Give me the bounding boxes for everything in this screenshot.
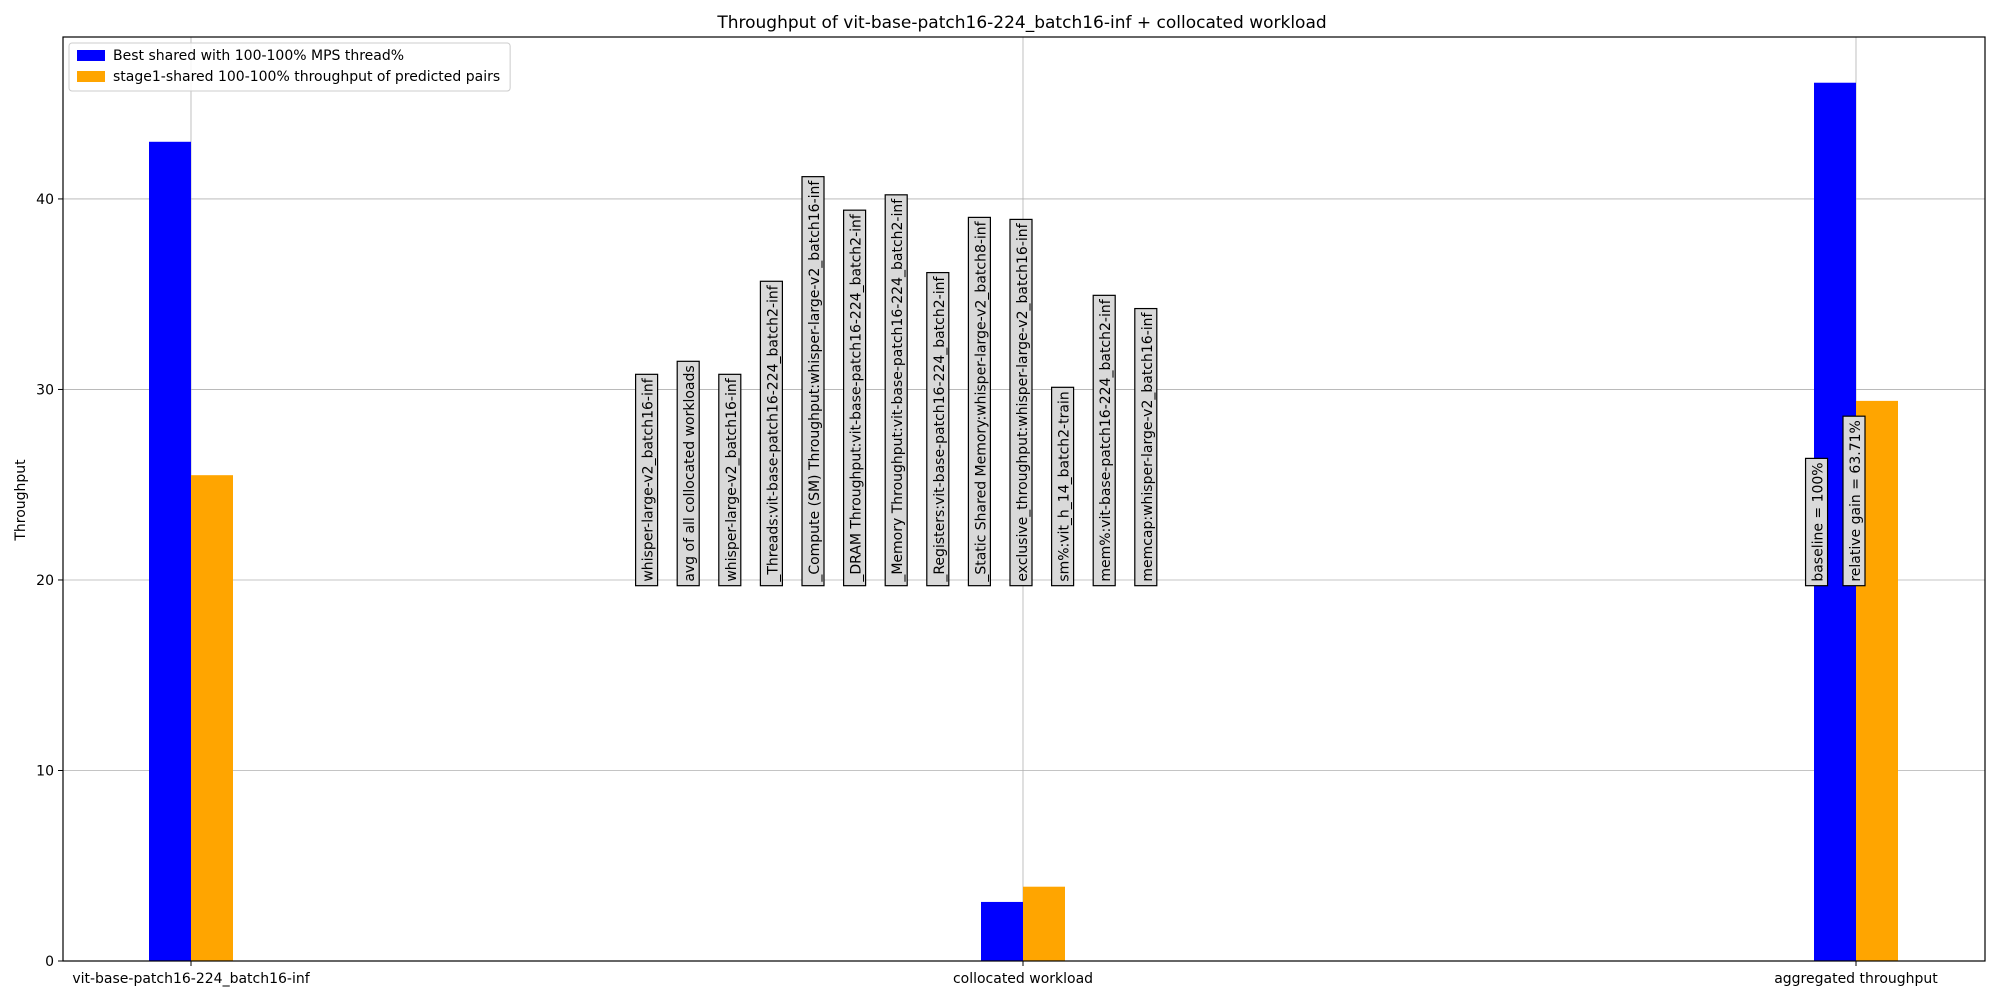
x-tick-label: aggregated throughput xyxy=(1774,971,1938,987)
annotation-label: mem%:vit-base-patch16-224_batch2-inf xyxy=(1092,294,1116,587)
annotation-box xyxy=(1842,415,1866,587)
annotation-label: _Registers:vit-base-patch16-224_batch2-i… xyxy=(926,271,950,587)
annotation-label: _DRAM Throughput:vit-base-patch16-224_ba… xyxy=(842,209,867,587)
annotation-label: avg of all collocated workloads xyxy=(676,360,700,587)
legend-swatch xyxy=(77,50,105,61)
legend: Best shared with 100-100% MPS thread% sta… xyxy=(68,42,511,92)
axes-layer: 0 10 20 30 40 vit-base-patch16-224_batch16-in… xyxy=(36,36,1986,987)
annotation-box xyxy=(676,360,700,587)
y-tick-label: 20 xyxy=(36,573,54,589)
annotation-label: memcap:whisper-large-v2_batch16-inf xyxy=(1134,307,1158,587)
chart-title: Throughput of vit-base-patch16-224_batch… xyxy=(716,13,1326,33)
bar-series-0-cat-1 xyxy=(981,901,1023,961)
annotation-box xyxy=(1134,307,1158,587)
annotation-box xyxy=(884,194,908,587)
annotation-label: _Threads:vit-base-patch16-224_batch2-inf xyxy=(759,280,784,587)
annotation-box xyxy=(926,271,950,587)
x-tick-label: vit-base-patch16-224_batch16-inf xyxy=(72,971,310,987)
annotation-text: baseline = 100% xyxy=(1811,462,1827,581)
y-axis-label: Throughput xyxy=(13,459,29,542)
annotation-box xyxy=(634,373,659,587)
annotation-box xyxy=(718,373,742,587)
annotation-text: sm%:vit_h_14_batch2-train xyxy=(1057,391,1073,581)
annotation-box xyxy=(967,216,992,587)
annotation-box xyxy=(1009,218,1033,587)
y-tick-label: 40 xyxy=(36,192,54,208)
annotation-text: _Registers:vit-base-patch16-224_batch2-i… xyxy=(932,276,948,583)
annotation-box xyxy=(842,209,867,587)
annotation-box xyxy=(759,280,784,587)
annotation-label: _Static Shared Memory:whisper-large-v2_b… xyxy=(967,216,992,587)
annotation-text: _Memory Throughput:vit-base-patch16-224_… xyxy=(890,198,906,583)
bar-series-1-cat-1 xyxy=(1023,886,1065,961)
annotation-label: sm%:vit_h_14_batch2-train xyxy=(1050,386,1075,587)
legend-box xyxy=(68,42,511,92)
annotation-text: memcap:whisper-large-v2_batch16-inf xyxy=(1140,311,1156,581)
annotation-text: whisper-large-v2_batch16-inf xyxy=(724,377,740,581)
annotation-text: _Compute (SM) Throughput:whisper-large-v… xyxy=(807,180,823,583)
annotation-box xyxy=(1092,294,1116,587)
annotation-box xyxy=(801,176,825,587)
legend-swatch xyxy=(77,71,105,82)
y-tick-label: 30 xyxy=(36,382,54,398)
y-tick-label: 10 xyxy=(36,763,54,779)
annotation-label: relative gain = 63.71% xyxy=(1842,415,1866,587)
plot-frame xyxy=(62,36,1986,962)
annotation-label: whisper-large-v2_batch16-inf xyxy=(634,373,659,587)
annotations-layer: whisper-large-v2_batch16-inf avg of all c… xyxy=(634,176,1866,587)
y-tick-label: 0 xyxy=(45,954,54,970)
annotation-label: _Memory Throughput:vit-base-patch16-224_… xyxy=(884,194,908,587)
annotation-label: exclusive_throughput:whisper-large-v2_ba… xyxy=(1009,218,1033,587)
x-tick-label: collocated workload xyxy=(953,971,1093,987)
annotation-text: exclusive_throughput:whisper-large-v2_ba… xyxy=(1015,222,1031,581)
annotation-text: _DRAM Throughput:vit-base-patch16-224_ba… xyxy=(849,213,865,583)
annotation-text: _Static Shared Memory:whisper-large-v2_b… xyxy=(973,220,989,582)
legend-label: stage1-shared 100-100% throughput of pre… xyxy=(113,69,500,85)
annotation-label: baseline = 100% xyxy=(1804,457,1829,587)
legend-label: Best shared with 100-100% MPS thread% xyxy=(113,48,404,64)
bar-series-0-cat-0 xyxy=(149,141,191,961)
annotation-box xyxy=(1050,386,1075,587)
annotation-text: _Threads:vit-base-patch16-224_batch2-inf xyxy=(765,284,781,582)
annotation-text: whisper-large-v2_batch16-inf xyxy=(641,377,657,581)
annotation-text: relative gain = 63.71% xyxy=(1848,420,1864,582)
annotation-label: whisper-large-v2_batch16-inf xyxy=(718,373,742,587)
bar-series-1-cat-0 xyxy=(191,475,233,961)
annotation-text: avg of all collocated workloads xyxy=(682,365,698,581)
annotation-box xyxy=(1804,457,1829,587)
annotation-text: mem%:vit-base-patch16-224_batch2-inf xyxy=(1098,298,1114,581)
annotation-label: _Compute (SM) Throughput:whisper-large-v… xyxy=(801,176,825,587)
